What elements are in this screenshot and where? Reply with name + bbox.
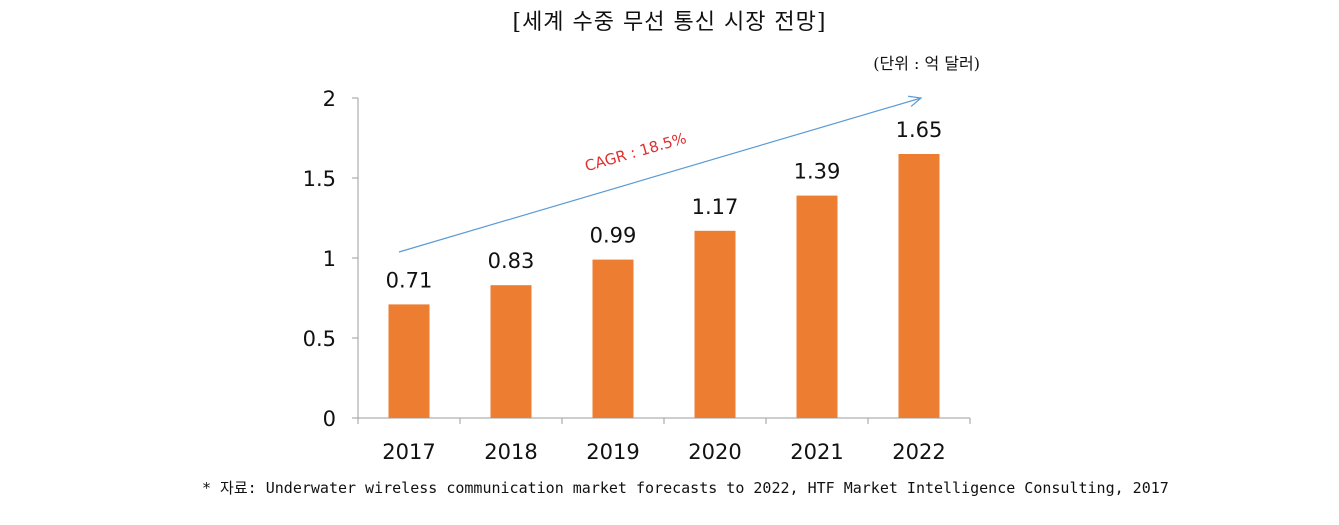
bar-2021 <box>796 195 838 418</box>
bar-2020 <box>694 230 736 418</box>
bar-2022 <box>898 154 940 418</box>
bar-2017 <box>388 304 430 418</box>
data-label: 1.39 <box>794 160 841 184</box>
data-label: 1.65 <box>896 118 943 142</box>
y-tick-label: 1.5 <box>303 167 336 191</box>
y-tick-label: 1 <box>323 247 336 271</box>
chart-title: [세계 수중 무선 통신 시장 전망] <box>512 10 827 35</box>
unit-label: (단위 : 억 달러) <box>873 54 980 73</box>
y-tick-label: 0.5 <box>303 327 336 351</box>
x-tick-label: 2018 <box>484 440 537 464</box>
source-note: * 자료: Underwater wireless communication … <box>202 479 1169 497</box>
trend-arrow-head <box>908 95 923 107</box>
x-tick-label: 2022 <box>892 440 945 464</box>
data-labels: 2017 0.71 2018 0.83 2019 0.99 2020 1.17 2021 1.39… <box>382 118 945 464</box>
x-tick-label: 2021 <box>790 440 843 464</box>
y-tick-label: 2 <box>323 87 336 111</box>
bar-2018 <box>490 285 532 418</box>
data-label: 0.71 <box>386 268 433 292</box>
trend-arrow-line <box>398 97 922 253</box>
bar-2019 <box>592 259 634 418</box>
bar-series <box>388 154 940 418</box>
x-tick-label: 2020 <box>688 440 741 464</box>
data-label: 0.83 <box>488 249 535 273</box>
x-tick-label: 2017 <box>382 440 435 464</box>
y-tick-label: 0 <box>323 407 336 431</box>
chart-axes: 0 0.5 1 1.5 2 <box>303 87 971 431</box>
data-label: 1.17 <box>692 195 739 219</box>
cagr-annotation: CAGR : 18.5% <box>583 129 689 175</box>
x-tick-label: 2019 <box>586 440 639 464</box>
cagr-trend-arrow: CAGR : 18.5% <box>398 95 923 253</box>
data-label: 0.99 <box>590 224 637 248</box>
